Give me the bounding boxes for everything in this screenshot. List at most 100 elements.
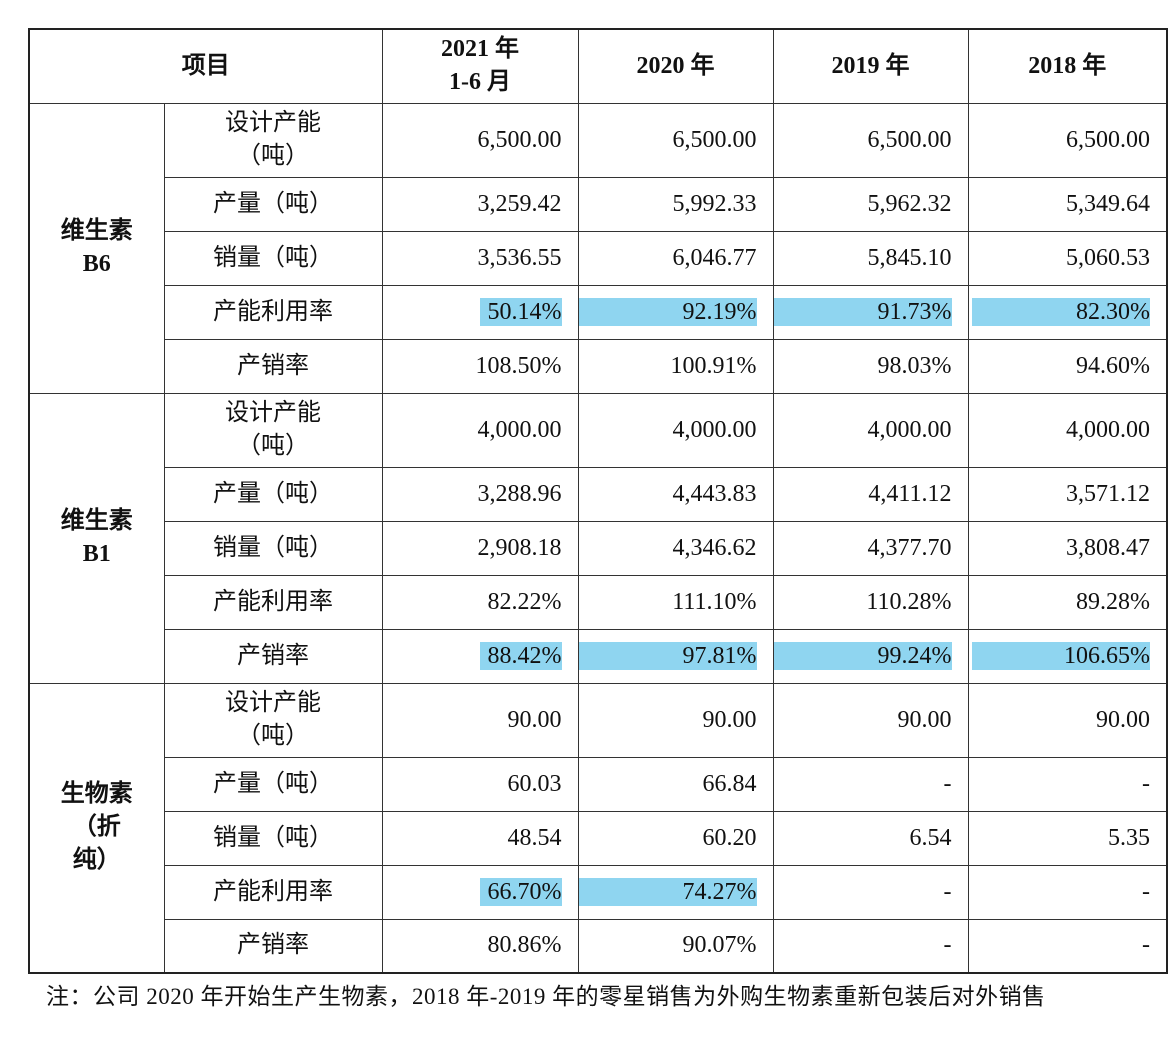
value-cell: 89.28% <box>967 574 1168 630</box>
value-cell: 4,000.00 <box>381 392 579 468</box>
value-cell: 6,046.77 <box>577 230 774 286</box>
row-label: 产量（吨） <box>163 756 383 812</box>
row-label: 销量（吨） <box>163 520 383 576</box>
value-cell: 4,346.62 <box>577 520 774 576</box>
row-label: 设计产能 （吨） <box>163 682 383 758</box>
value-cell: 90.00 <box>381 682 579 758</box>
value-cell: 106.65% <box>967 628 1168 684</box>
value-cell: 88.42% <box>381 628 579 684</box>
value-cell: 98.03% <box>772 338 969 394</box>
value-cell: 4,000.00 <box>577 392 774 468</box>
data-row: 销量（吨） 3,536.55 6,046.77 5,845.10 5,060.53 <box>29 230 1168 286</box>
value-cell: 6,500.00 <box>577 102 774 178</box>
value-cell: - <box>967 918 1168 974</box>
value-cell: 94.60% <box>967 338 1168 394</box>
data-row: 产销率 80.86% 90.07% - - <box>29 918 1168 974</box>
header-cell: 项目 <box>28 28 383 104</box>
highlighted-value: 92.19% <box>578 297 757 326</box>
row-label: 产量（吨） <box>163 466 383 522</box>
value-cell: 3,288.96 <box>381 466 579 522</box>
row-label: 销量（吨） <box>163 230 383 286</box>
value-cell: 5,060.53 <box>967 230 1168 286</box>
value-cell: 99.24% <box>772 628 969 684</box>
value-cell: 5,349.64 <box>967 176 1168 232</box>
value-cell: 4,000.00 <box>967 392 1168 468</box>
header-cell: 2020 年 <box>577 28 774 104</box>
value-cell: 92.19% <box>577 284 774 340</box>
row-label: 设计产能 （吨） <box>163 392 383 468</box>
value-cell: 90.00 <box>577 682 774 758</box>
value-cell: - <box>772 864 969 920</box>
value-cell: 4,000.00 <box>772 392 969 468</box>
value-cell: 48.54 <box>381 810 579 866</box>
value-cell: - <box>772 756 969 812</box>
value-cell: 90.00 <box>967 682 1168 758</box>
value-cell: 2,908.18 <box>381 520 579 576</box>
value-cell: - <box>967 756 1168 812</box>
value-cell: 100.91% <box>577 338 774 394</box>
value-cell: 111.10% <box>577 574 774 630</box>
value-cell: 91.73% <box>772 284 969 340</box>
footnote: 注：公司 2020 年开始生产生物素，2018 年-2019 年的零星销售为外购… <box>46 984 1046 1009</box>
value-cell: 90.07% <box>577 918 774 974</box>
value-cell: 66.70% <box>381 864 579 920</box>
group-label: 维生素 B6 <box>28 102 165 394</box>
value-cell: 82.30% <box>967 284 1168 340</box>
value-cell: 4,443.83 <box>577 466 774 522</box>
data-row: 产销率 108.50% 100.91% 98.03% 94.60% <box>29 338 1168 394</box>
highlighted-value: 82.30% <box>972 297 1150 326</box>
value-cell: 82.22% <box>381 574 579 630</box>
group-label: 生物素 （折 纯） <box>28 682 165 974</box>
value-cell: 6,500.00 <box>967 102 1168 178</box>
highlighted-value: 106.65% <box>972 641 1150 670</box>
highlighted-value: 99.24% <box>773 641 952 670</box>
row-label: 产能利用率 <box>163 284 383 340</box>
data-row: 产量（吨） 3,259.42 5,992.33 5,962.32 5,349.64 <box>29 176 1168 232</box>
highlighted-value: 88.42% <box>479 641 562 670</box>
highlighted-value: 74.27% <box>578 877 757 906</box>
row-label: 产销率 <box>163 918 383 974</box>
value-cell: 97.81% <box>577 628 774 684</box>
data-row: 产能利用率 82.22% 111.10% 110.28% 89.28% <box>29 574 1168 630</box>
group-label: 维生素 B1 <box>28 392 165 684</box>
value-cell: 74.27% <box>577 864 774 920</box>
value-cell: - <box>967 864 1168 920</box>
value-cell: 66.84 <box>577 756 774 812</box>
value-cell: 5.35 <box>967 810 1168 866</box>
value-cell: 3,571.12 <box>967 466 1168 522</box>
value-cell: 3,808.47 <box>967 520 1168 576</box>
row-label: 产销率 <box>163 628 383 684</box>
data-row: 产量（吨） 60.03 66.84- - <box>29 756 1168 812</box>
data-row: 生物素 （折 纯） 设计产能 （吨） 90.00 90.00 90.00 90.00 <box>28 682 1168 974</box>
data-row: 产能利用率 66.70% 74.27% - - <box>29 864 1168 920</box>
value-cell: 5,992.33 <box>577 176 774 232</box>
value-cell: 3,259.42 <box>381 176 579 232</box>
header-cell: 2021 年 1-6 月 <box>381 28 579 104</box>
value-cell: 6,500.00 <box>381 102 579 178</box>
header-row: 项目 2021 年 1-6 月 2020 年 2019 年 2018 年 <box>28 28 1168 104</box>
header-cell: 2019 年 <box>772 28 969 104</box>
row-label: 产量（吨） <box>163 176 383 232</box>
highlighted-value: 50.14% <box>479 297 562 326</box>
highlighted-value: 91.73% <box>773 297 952 326</box>
data-row: 销量（吨） 2,908.18 4,346.62 4,377.70 3,808.47 <box>29 520 1168 576</box>
highlighted-value: 66.70% <box>479 877 562 906</box>
row-label: 产销率 <box>163 338 383 394</box>
capacity-table: 项目 2021 年 1-6 月 2020 年 2019 年 2018 年维生素 B6 设计… <box>28 28 1168 974</box>
value-cell: 5,845.10 <box>772 230 969 286</box>
value-cell: 5,962.32 <box>772 176 969 232</box>
value-cell: 108.50% <box>381 338 579 394</box>
value-cell: 4,377.70 <box>772 520 969 576</box>
value-cell: 6,500.00 <box>772 102 969 178</box>
value-cell: 110.28% <box>772 574 969 630</box>
data-row: 产销率 88.42% 97.81% 99.24% 106.65% <box>29 628 1168 684</box>
data-row: 产量（吨） 3,288.96 4,443.83 4,411.12 3,571.12 <box>29 466 1168 522</box>
row-label: 设计产能 （吨） <box>163 102 383 178</box>
value-cell: 90.00 <box>772 682 969 758</box>
table-body: 项目 2021 年 1-6 月 2020 年 2019 年 2018 年维生素 B6 设计… <box>28 28 1168 974</box>
highlighted-value: 97.81% <box>578 641 757 670</box>
value-cell: 60.20 <box>577 810 774 866</box>
value-cell: 6.54 <box>772 810 969 866</box>
value-cell: 3,536.55 <box>381 230 579 286</box>
